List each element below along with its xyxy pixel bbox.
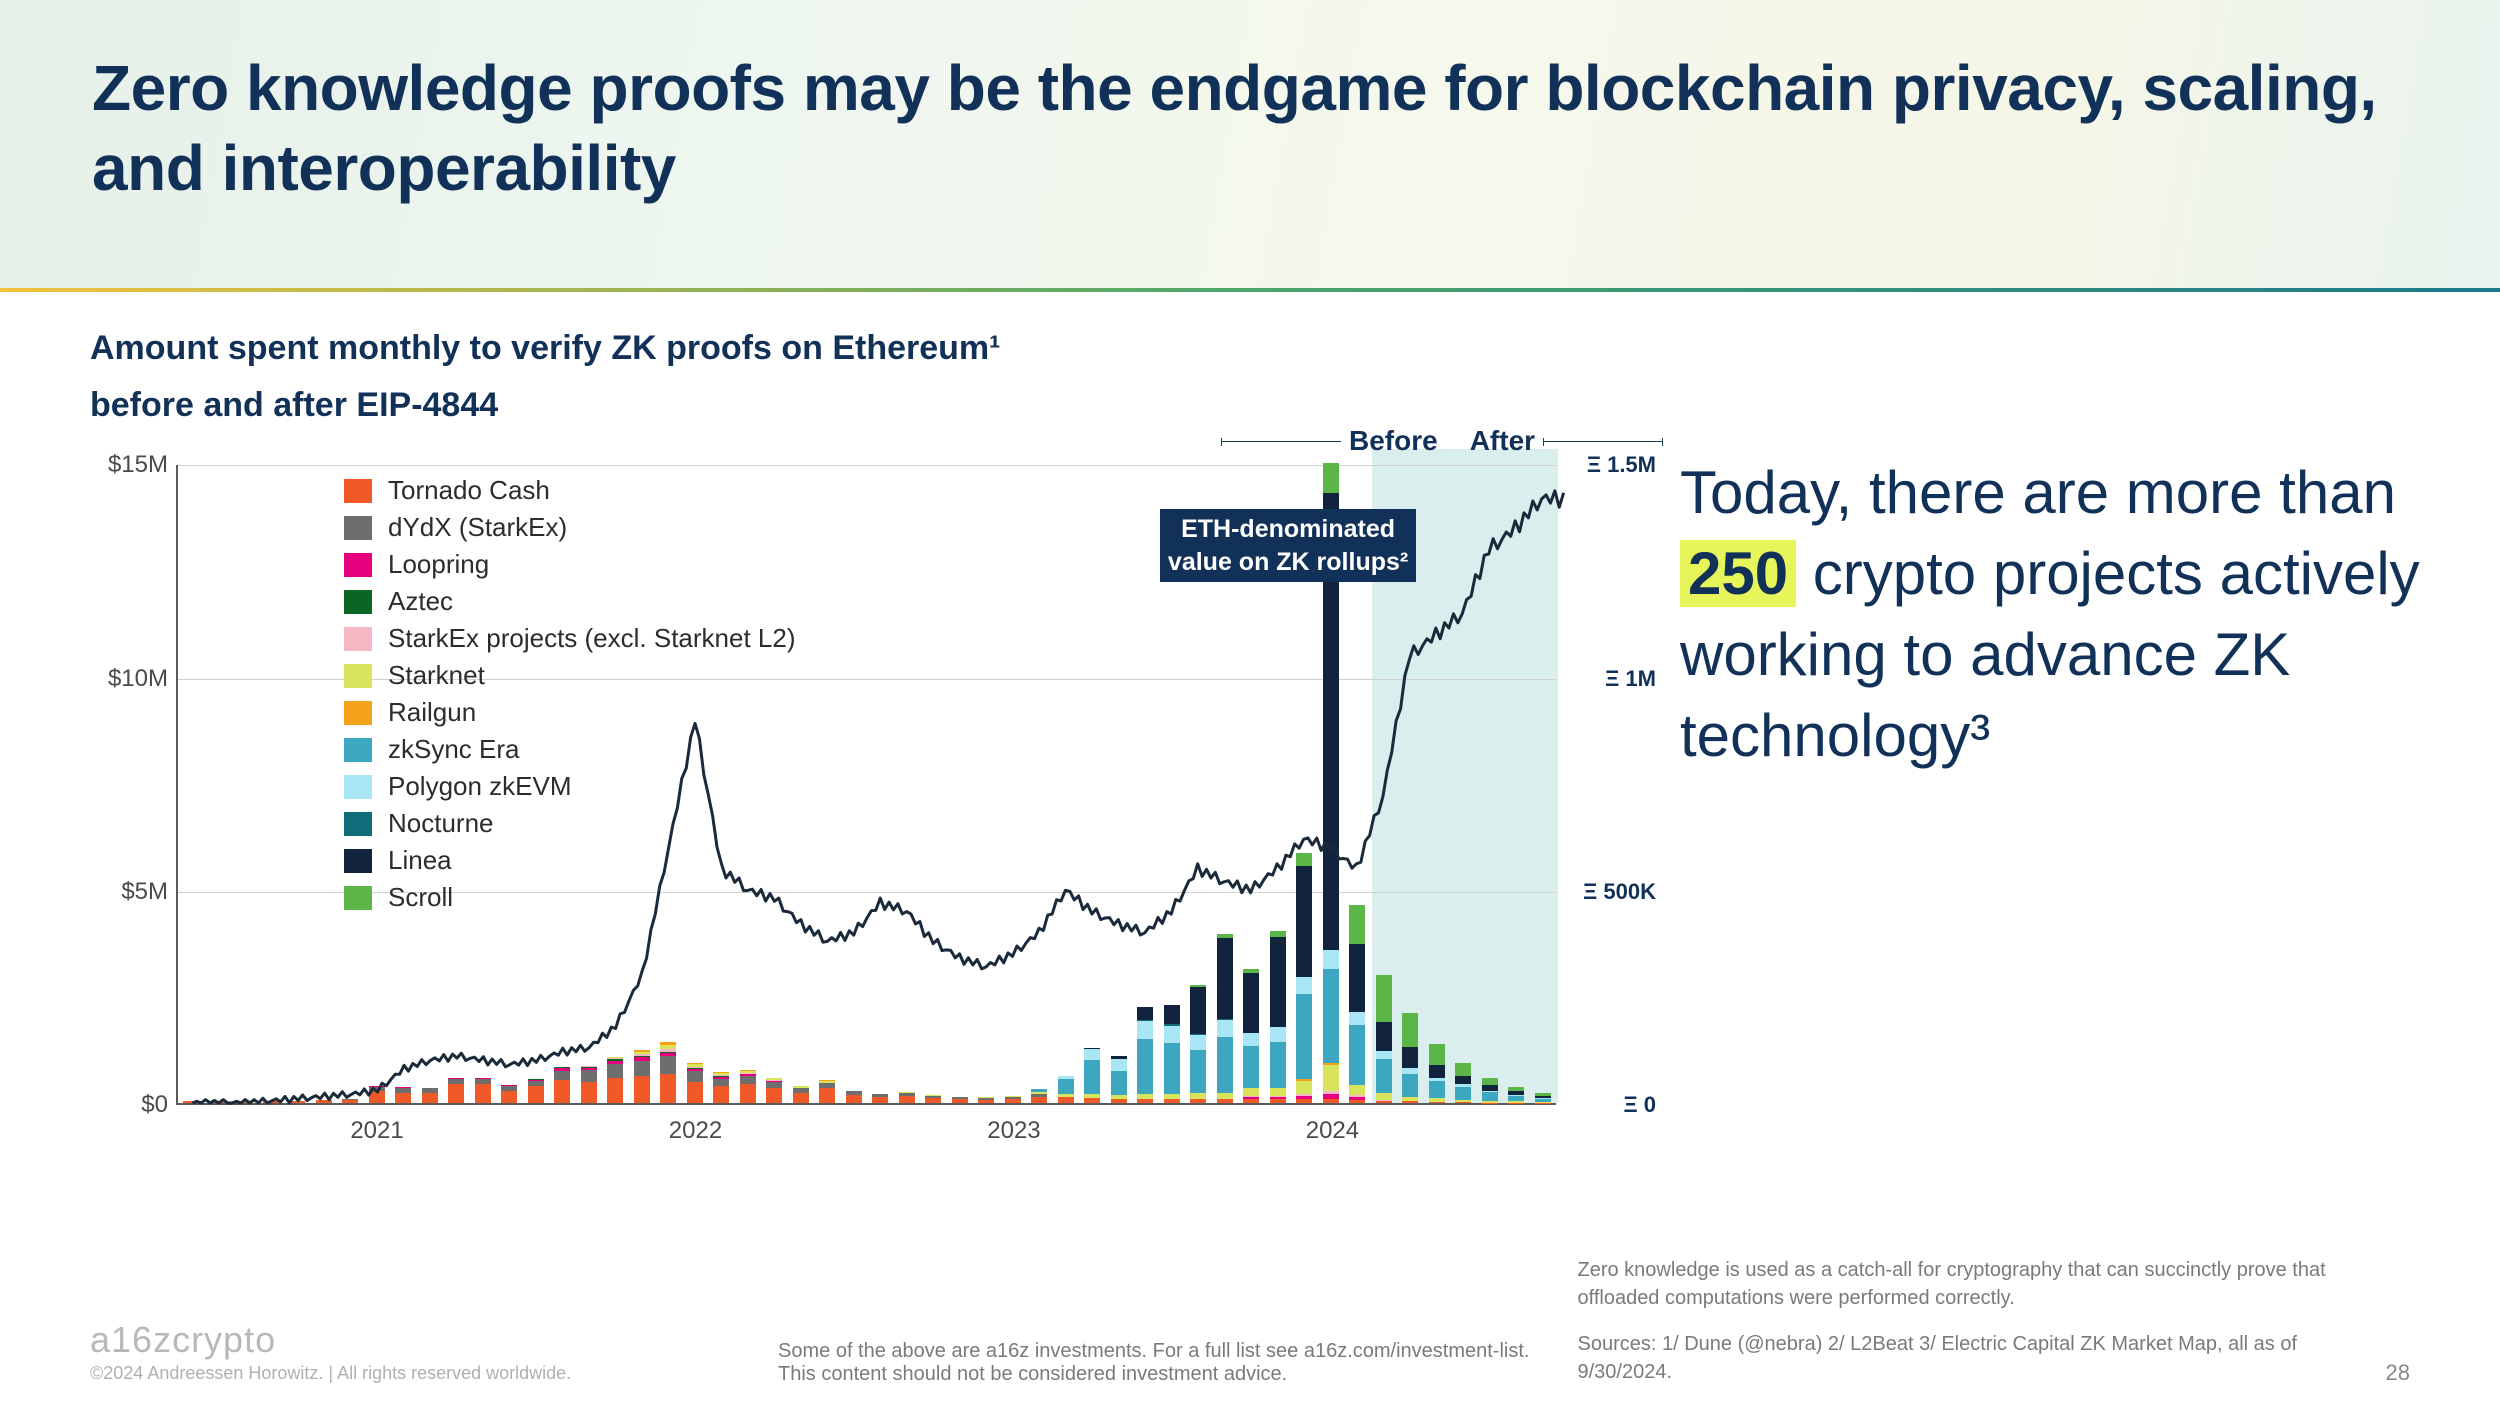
page-number: 28: [2386, 1360, 2410, 1386]
eth-label-l2: value on ZK rollups²: [1168, 546, 1408, 579]
x-tick: 2023: [987, 1117, 1040, 1145]
foot-center-2: This content should not be considered in…: [778, 1363, 1529, 1386]
after-label: After: [1470, 425, 1535, 457]
legend-label: Starknet: [388, 660, 485, 691]
y-left-tick: $0: [90, 1091, 168, 1119]
legend-item-linea: Linea: [344, 845, 795, 876]
y-right-tick: Ξ 0: [1623, 1092, 1656, 1118]
legend-item-scroll: Scroll: [344, 882, 795, 913]
chart-title-line1: Amount spent monthly to verify ZK proofs…: [90, 322, 1616, 375]
chart-pane: Amount spent monthly to verify ZK proofs…: [0, 292, 1640, 1406]
legend-swatch: [344, 738, 372, 762]
legend-swatch: [344, 849, 372, 873]
legend-item-dydx: dYdX (StarkEx): [344, 512, 795, 543]
legend-item-polygon: Polygon zkEVM: [344, 771, 795, 802]
callout-highlight: 250: [1680, 540, 1796, 607]
y-right-tick: Ξ 1.5M: [1587, 452, 1656, 478]
before-label: Before: [1349, 425, 1438, 457]
eth-denominated-label: ETH-denominated value on ZK rollups²: [1160, 509, 1416, 582]
footer: a16zcrypto ©2024 Andreessen Horowitz. | …: [0, 1256, 2500, 1386]
callout-prefix: Today, there are more than: [1680, 459, 2396, 526]
footer-center: Some of the above are a16z investments. …: [778, 1340, 1529, 1386]
legend-swatch: [344, 775, 372, 799]
copyright: ©2024 Andreessen Horowitz. | All rights …: [90, 1361, 730, 1386]
legend-item-tornado: Tornado Cash: [344, 475, 795, 506]
legend-label: Polygon zkEVM: [388, 771, 572, 802]
legend-label: StarkEx projects (excl. Starknet L2): [388, 623, 795, 654]
legend-label: zkSync Era: [388, 734, 520, 765]
eth-label-l1: ETH-denominated: [1168, 513, 1408, 546]
foot-right-1: Zero knowledge is used as a catch-all fo…: [1578, 1256, 2338, 1312]
legend-swatch: [344, 812, 372, 836]
legend-item-loopring: Loopring: [344, 549, 795, 580]
y-right-tick: Ξ 1M: [1605, 666, 1656, 692]
x-tick: 2022: [669, 1117, 722, 1145]
header-band: Zero knowledge proofs may be the endgame…: [0, 0, 2500, 292]
logo: a16zcrypto: [90, 1319, 730, 1361]
legend-swatch: [344, 886, 372, 910]
foot-right-2: Sources: 1/ Dune (@nebra) 2/ L2Beat 3/ E…: [1578, 1330, 2338, 1386]
legend-label: dYdX (StarkEx): [388, 512, 567, 543]
legend-label: Nocturne: [388, 808, 494, 839]
legend-item-railgun: Railgun: [344, 697, 795, 728]
footer-right: Zero knowledge is used as a catch-all fo…: [1578, 1256, 2338, 1386]
legend-item-aztec: Aztec: [344, 586, 795, 617]
x-tick: 2021: [350, 1117, 403, 1145]
legend-label: Scroll: [388, 882, 453, 913]
legend-swatch: [344, 590, 372, 614]
legend-label: Loopring: [388, 549, 489, 580]
legend-swatch: [344, 516, 372, 540]
legend-swatch: [344, 627, 372, 651]
legend-swatch: [344, 479, 372, 503]
legend-item-starkex: StarkEx projects (excl. Starknet L2): [344, 623, 795, 654]
legend-item-nocturne: Nocturne: [344, 808, 795, 839]
legend-swatch: [344, 664, 372, 688]
legend-item-zksync: zkSync Era: [344, 734, 795, 765]
page-title: Zero knowledge proofs may be the endgame…: [92, 48, 2408, 208]
chart-title-line2: before and after EIP-4844: [90, 379, 1616, 432]
legend-swatch: [344, 553, 372, 577]
y-right-tick: Ξ 500K: [1583, 879, 1656, 905]
chart-title: Amount spent monthly to verify ZK proofs…: [90, 322, 1616, 431]
y-left-tick: $5M: [90, 878, 168, 906]
right-pane: Today, there are more than 250 crypto pr…: [1640, 292, 2500, 1406]
x-tick: 2024: [1306, 1117, 1359, 1145]
callout-text: Today, there are more than 250 crypto pr…: [1680, 452, 2420, 776]
legend: Tornado Cash dYdX (StarkEx) Loopring Aztec S…: [344, 475, 795, 919]
legend-item-starknet: Starknet: [344, 660, 795, 691]
foot-center-1: Some of the above are a16z investments. …: [778, 1340, 1529, 1363]
content-row: Amount spent monthly to verify ZK proofs…: [0, 292, 2500, 1406]
y-left-tick: $10M: [90, 665, 168, 693]
legend-swatch: [344, 701, 372, 725]
legend-label: Linea: [388, 845, 452, 876]
legend-label: Railgun: [388, 697, 476, 728]
chart-area: $0$5M$10M$15M Before After ETH-denominat…: [90, 465, 1620, 1175]
legend-label: Tornado Cash: [388, 475, 550, 506]
y-left-tick: $15M: [90, 451, 168, 479]
plot-area: Before After ETH-denominated value on ZK…: [176, 465, 1556, 1105]
legend-label: Aztec: [388, 586, 453, 617]
